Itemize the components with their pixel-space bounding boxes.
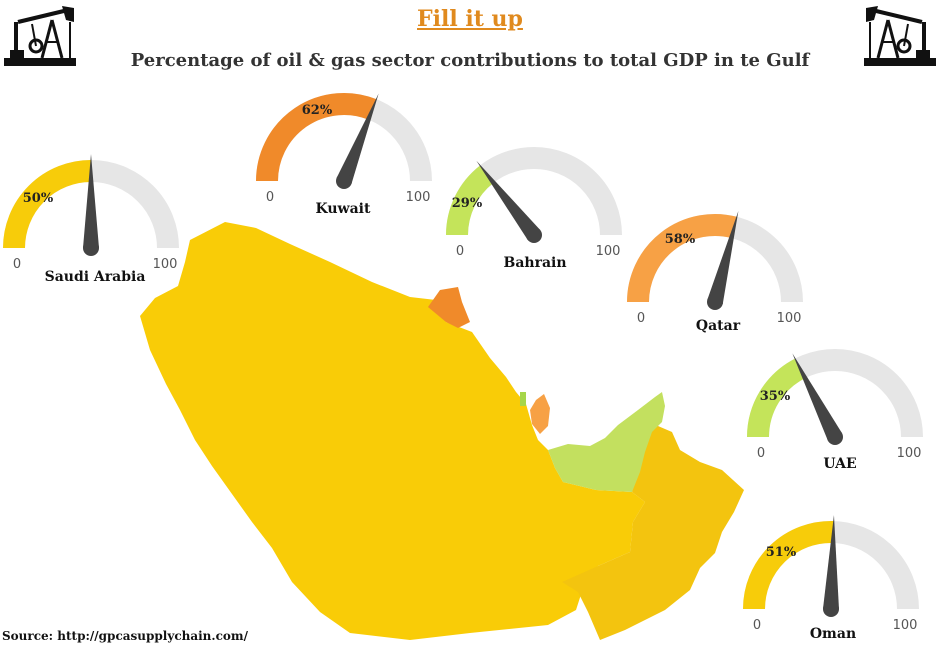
gauge-max-label: 100 [596,244,621,259]
gauge-min-label: 0 [266,190,274,205]
gauge-hub [707,294,723,310]
map-qatar [530,394,550,434]
source-note: Source: http://gpcasupplychain.com/ [2,629,248,643]
gauge-min-label: 0 [13,257,21,272]
oil-pump-icon-left [4,6,76,66]
gauge-uae: 35% 0 100 UAE [747,349,923,472]
gauge-fill [747,358,806,438]
map-kuwait [428,287,470,328]
oil-pump-icon-right [864,6,936,66]
gauge-country-label: Qatar [696,318,741,334]
gauge-country-label: UAE [823,456,856,472]
gauge-min-label: 0 [757,446,765,461]
gauge-value-label: 58% [665,232,696,247]
gauge-saudi-arabia: 50% 0 100 Saudi Arabia [3,154,179,285]
gauge-value-label: 50% [23,191,54,206]
gauge-max-label: 100 [777,311,802,326]
gauge-value-label: 51% [766,545,797,560]
gauge-fill [446,165,494,236]
gauge-needle [792,353,843,441]
gauge-country-label: Kuwait [316,201,371,217]
map-uae [548,392,665,492]
gauge-hub [526,227,542,243]
gauge-fill [256,93,377,182]
gauge-max-label: 100 [153,257,178,272]
gauge-min-label: 0 [637,311,645,326]
gauge-hub [823,601,839,617]
gauge-fill [3,160,92,249]
gauge-max-label: 100 [406,190,431,205]
gauge-country-label: Saudi Arabia [45,269,146,285]
gauge-kuwait: 62% 0 100 Kuwait [256,93,432,217]
gauge-hub [827,429,843,445]
gauge-min-label: 0 [456,244,464,259]
gauge-needle [707,210,739,304]
gauge-max-label: 100 [893,618,918,633]
map-bahrain [520,392,526,406]
gauge-country-label: Bahrain [503,255,566,271]
gauge-bahrain: 29% 0 100 Bahrain [446,147,622,271]
gauge-fill [743,521,834,610]
gauge-hub [336,173,352,189]
gauge-needle [823,515,839,610]
gauge-country-label: Oman [810,626,856,642]
gulf-map [140,222,744,640]
map-saudi-arabia [140,222,645,640]
gauge-needle [83,154,99,248]
gauge-needle [476,160,541,240]
map-oman [562,420,744,640]
gauge-needle [336,93,379,184]
gauge-value-label: 62% [302,103,333,118]
gauges-group: 50% 0 100 Saudi Arabia 62% 0 100 Kuwait 29% 0 100 B… [3,93,923,642]
gauge-min-label: 0 [753,618,761,633]
gauge-fill [627,214,737,303]
gauge-max-label: 100 [897,446,922,461]
gauge-value-label: 35% [760,389,791,404]
gauge-qatar: 58% 0 100 Qatar [627,210,803,334]
gauge-oman: 51% 0 100 Oman [743,515,919,642]
chart-subtitle: Percentage of oil & gas sector contribut… [130,50,810,71]
gauge-hub [83,240,99,256]
chart-title: Fill it up [417,6,523,32]
gauge-value-label: 29% [452,196,483,211]
